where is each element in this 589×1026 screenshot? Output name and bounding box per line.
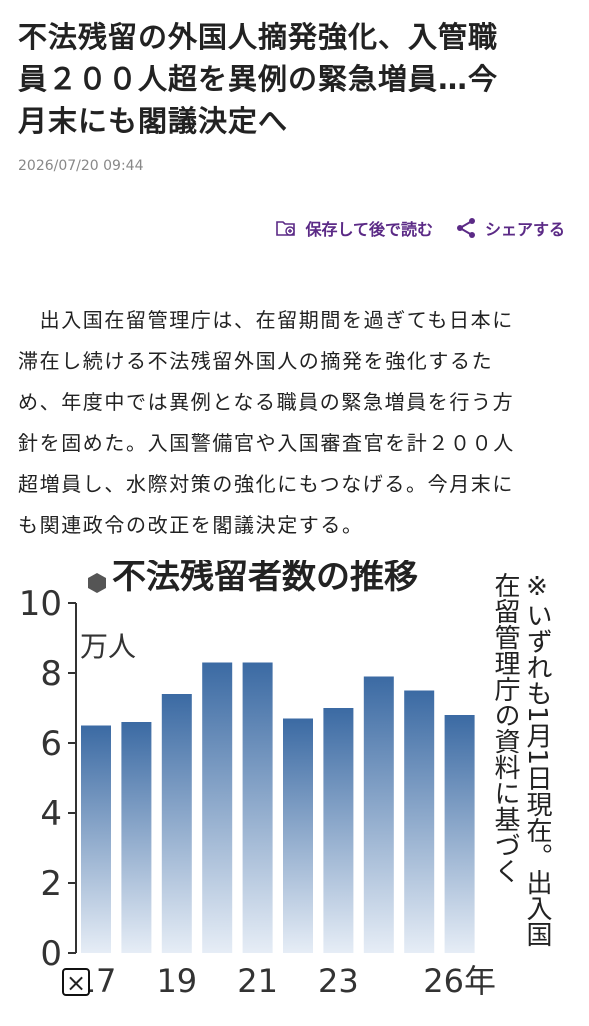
body-line: 出入国在留管理庁は、在留期間を過ぎても日本に <box>18 308 514 332</box>
share-button[interactable]: シェアする <box>455 216 565 240</box>
y-tick-label: 4 <box>40 794 62 834</box>
share-label: シェアする <box>484 220 565 239</box>
headline-line: 不法残留の外国人摘発強化、入管職 <box>18 20 499 54</box>
y-tick-label: 2 <box>40 864 62 904</box>
body-line: 超増員し、水際対策の強化にもつなげる。今月末に <box>18 472 514 496</box>
body-line: め、年度中では異例となる職員の緊急増員を行う方 <box>18 390 515 414</box>
bar <box>161 694 192 953</box>
bar <box>444 715 475 953</box>
bar <box>404 690 435 953</box>
x-tick-label: 19 <box>156 962 197 1000</box>
headline-line: 月末にも閣議決定へ <box>18 104 289 138</box>
bar <box>81 725 111 953</box>
article-body: 出入国在留管理庁は、在留期間を過ぎても日本に 滞在し続ける不法残留外国人の摘発を… <box>18 300 515 546</box>
headline-line: 員２００人超を異例の緊急増員…今 <box>18 62 499 96</box>
body-line: 針を固めた。入国警備官や入国審査官を計２００人 <box>18 431 515 455</box>
y-tick-label: 0 <box>40 934 62 974</box>
share-icon <box>456 218 475 238</box>
unit-label: 万人 <box>80 630 136 663</box>
bar <box>121 722 152 953</box>
folder-icon <box>276 221 296 236</box>
x-tick-label: 21 <box>237 962 278 1000</box>
cube-icon <box>88 573 106 593</box>
body-line: も関連政令の改正を閣議決定する。 <box>18 513 364 537</box>
date: 2026/07/20 09:44 <box>18 158 144 174</box>
chart-note: 在留管理庁の資料に基づく <box>490 572 520 884</box>
bar <box>283 718 313 953</box>
actions: 保存して後で読む シェアする <box>275 216 565 240</box>
x-tick-label: 23 <box>318 962 359 1000</box>
bar <box>242 662 273 953</box>
y-tick-label: 6 <box>40 724 62 764</box>
bar <box>363 676 394 953</box>
y-tick-label: 10 <box>19 584 62 624</box>
chart-note: ※いずれも1月1日現在。出入国 <box>522 572 552 948</box>
bar <box>323 708 354 953</box>
close-button[interactable]: × <box>62 968 90 996</box>
save-label: 保存して後で読む <box>305 220 433 239</box>
body-line: 滞在し続ける不法残留外国人の摘発を強化するた <box>18 349 494 373</box>
chart-title: 不法残留者数の推移 <box>112 560 418 597</box>
bar <box>202 662 233 953</box>
x-tick-label: 26年 <box>423 962 496 1000</box>
save-button[interactable]: 保存して後で読む <box>275 216 433 240</box>
headline: 不法残留の外国人摘発強化、入管職 員２００人超を異例の緊急増員…今 月末にも閣議… <box>18 16 498 142</box>
y-tick-label: 8 <box>40 654 62 694</box>
